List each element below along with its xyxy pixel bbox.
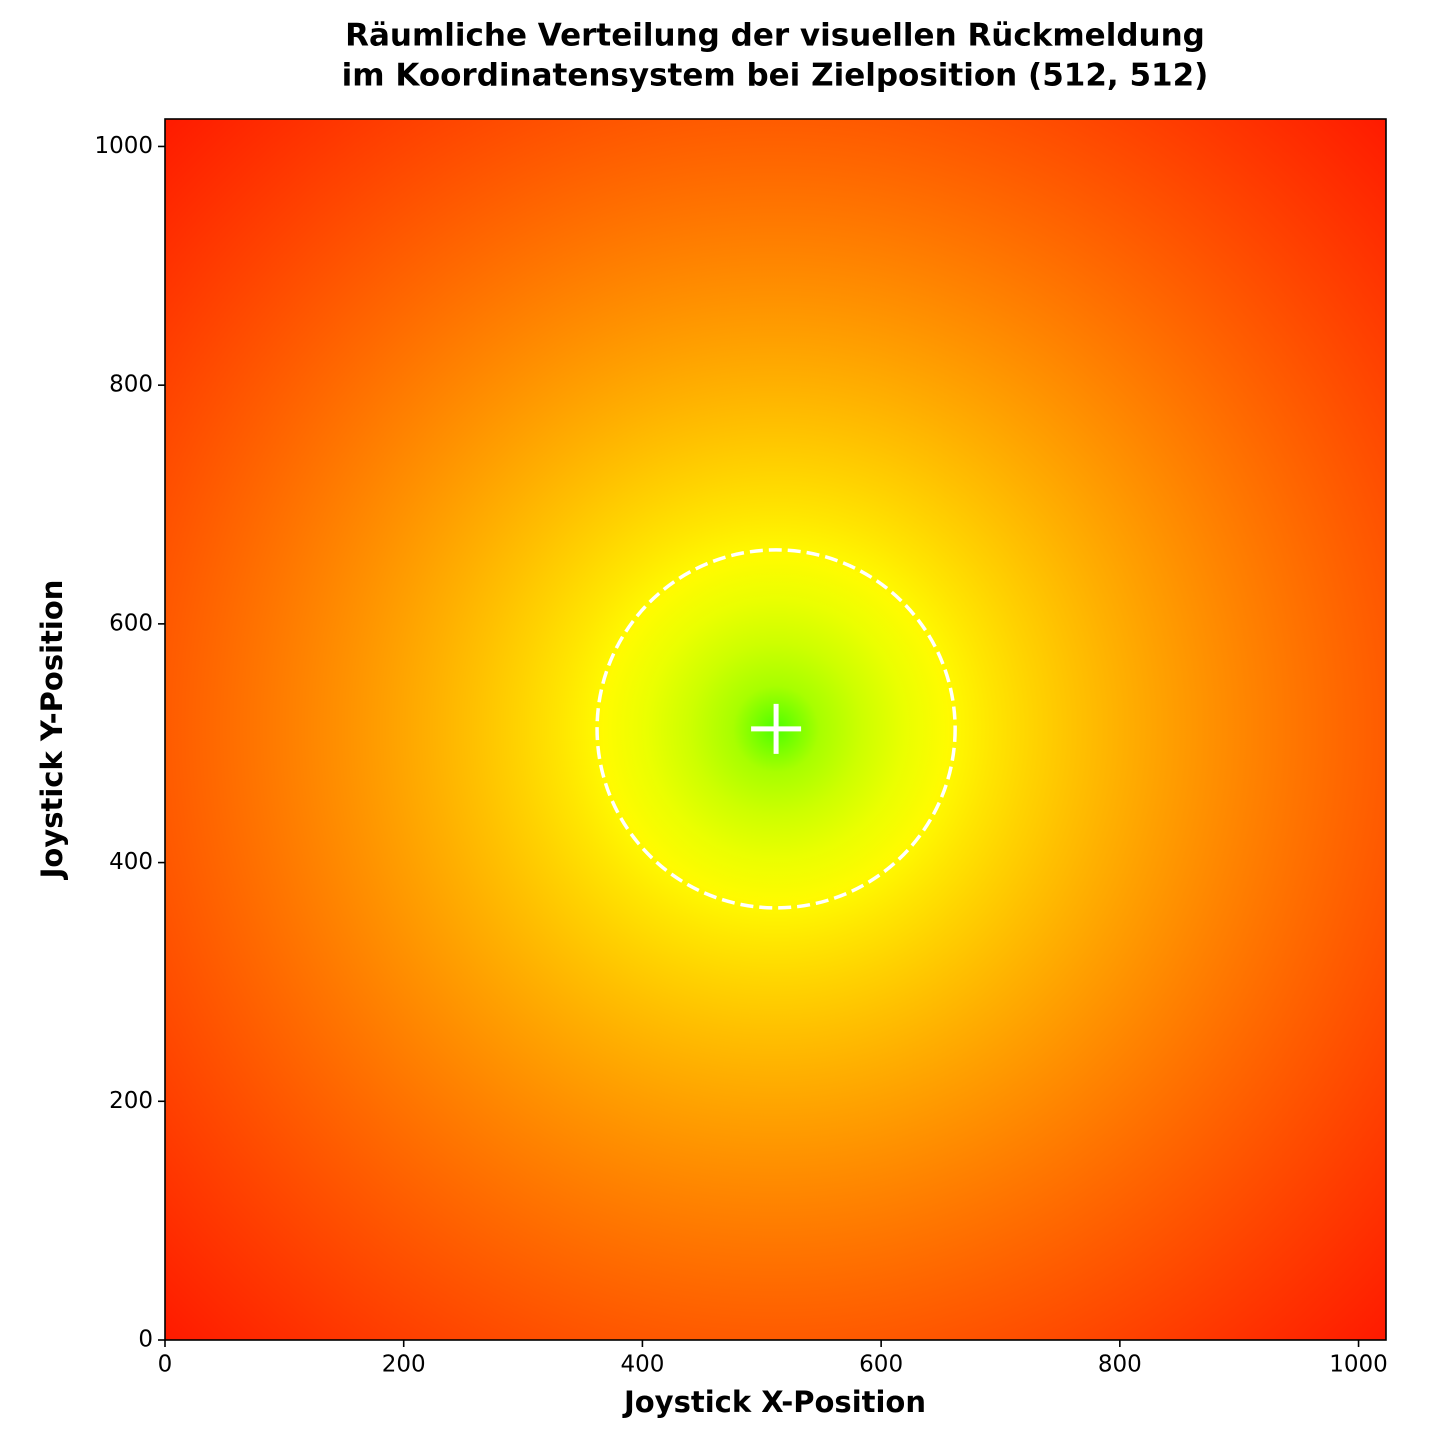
y-tick-label: 600 (109, 610, 153, 636)
y-tick-label: 200 (109, 1088, 153, 1114)
target-marker (751, 703, 802, 754)
chart-title: im Koordinatensystem bei Zielposition (5… (342, 58, 1209, 94)
x-tick-label: 800 (1098, 1352, 1142, 1378)
y-tick-label: 1000 (94, 133, 153, 159)
y-tick-label: 400 (109, 849, 153, 875)
x-tick-label: 0 (158, 1352, 173, 1378)
target-radius (595, 548, 957, 910)
x-axis-label: Joystick X-Position (622, 1385, 926, 1419)
x-tick-label: 200 (382, 1352, 426, 1378)
y-tick-label: 800 (109, 372, 153, 398)
y-tick-label: 0 (138, 1327, 153, 1353)
x-tick-label: 400 (620, 1352, 664, 1378)
plot-frame (164, 118, 1387, 1341)
y-axis-label: Joystick Y-Position (35, 580, 69, 881)
x-tick-label: 1000 (1329, 1352, 1388, 1378)
chart-title: Räumliche Verteilung der visuellen Rückm… (345, 18, 1205, 54)
x-tick-label: 600 (859, 1352, 903, 1378)
